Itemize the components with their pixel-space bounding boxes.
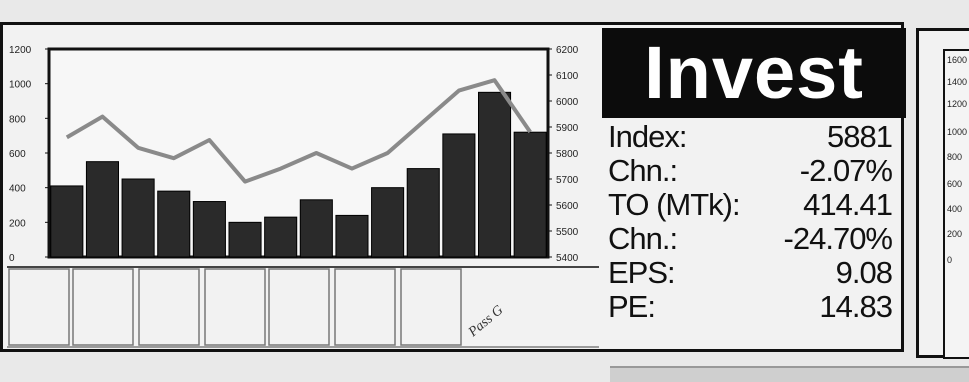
bar [121,178,155,258]
bar [85,161,120,258]
left-tick-label: 600 [9,149,26,160]
stat-label: Chn.: [608,221,678,256]
bar [192,201,226,258]
left-tick-label: 400 [9,184,26,195]
stat-value: 414.41 [803,187,893,222]
right-tick-label: 5900 [556,123,579,134]
bar [264,216,298,258]
strip-sketch-box [138,268,200,346]
left-tick-label: 1200 [9,45,32,56]
strip-sketch-box [334,268,396,346]
stat-value: 5881 [827,119,893,154]
right-tick-label: 5600 [556,201,579,212]
left-tick-label: 800 [9,114,26,125]
combo-chart: 1200 1000 800 600 400 200 0 6200 6100 6000 5900 580… [7,45,599,348]
right-tick-label: 6000 [556,97,579,108]
side-tick-label: 0 [947,255,953,265]
bar [513,131,547,258]
side-tick-label: 800 [947,152,963,162]
side-tick-label: 1400 [947,77,968,87]
stat-label: TO (MTk): [608,187,741,222]
left-tick-label: 1000 [9,80,32,91]
right-tick-label: 6100 [556,71,579,82]
stat-value: -24.70% [783,221,893,256]
bar [477,91,512,258]
strip-annotation: Pass G [465,303,506,341]
bar [335,214,369,258]
right-tick-label: 6200 [556,45,579,56]
side-tick-label: 1600 [947,55,968,65]
stat-row-change: Chn.: -2.07% [608,153,893,188]
strip-sketch-box [8,268,70,346]
strip-sketch-box [400,268,462,346]
side-tick-label: 1000 [947,127,968,137]
side-chart-panel: 1600 1400 1200 1000 800 600 400 200 0 [916,28,969,359]
invest-title: Invest [602,28,906,118]
strip-sketch-box [268,268,330,346]
stat-label: Chn.: [608,153,678,188]
side-tick-label: 200 [947,229,963,239]
stat-label: PE: [608,289,656,324]
bottom-bar [610,366,969,382]
stat-row-eps: EPS: 9.08 [608,255,893,290]
bar [50,185,84,258]
side-tick-label: 1200 [947,99,968,109]
left-tick-label: 0 [9,253,15,264]
stat-row-turnover: TO (MTk): 414.41 [608,187,893,222]
bar [371,187,405,258]
right-tick-label: 5500 [556,227,579,238]
bar [299,199,333,258]
left-tick-label: 200 [9,218,26,229]
right-tick-label: 5700 [556,175,579,186]
bar [228,221,262,258]
right-tick-label: 5800 [556,149,579,160]
stat-value: 9.08 [835,255,893,290]
side-tick-label: 400 [947,204,963,214]
bar [157,190,191,258]
stat-row-turnover-change: Chn.: -24.70% [608,221,893,256]
stat-label: Index: [608,119,687,154]
stats-table: Index: 5881 Chn.: -2.07% TO (MTk): 414.4… [608,119,893,324]
stat-value: 14.83 [819,289,893,324]
right-tick-label: 5400 [556,253,579,264]
side-tick-label: 600 [947,179,963,189]
strip-sketch-box [72,268,134,346]
side-chart-plot: 1600 1400 1200 1000 800 600 400 200 0 [943,49,969,359]
stat-label: EPS: [608,255,676,290]
stat-value: -2.07% [799,153,893,188]
index-line [65,78,532,184]
stat-row-pe: PE: 14.83 [608,289,893,324]
stat-row-index: Index: 5881 [608,119,893,154]
strip-sketch-box [204,268,266,346]
bar [406,168,440,258]
bar [442,133,476,258]
